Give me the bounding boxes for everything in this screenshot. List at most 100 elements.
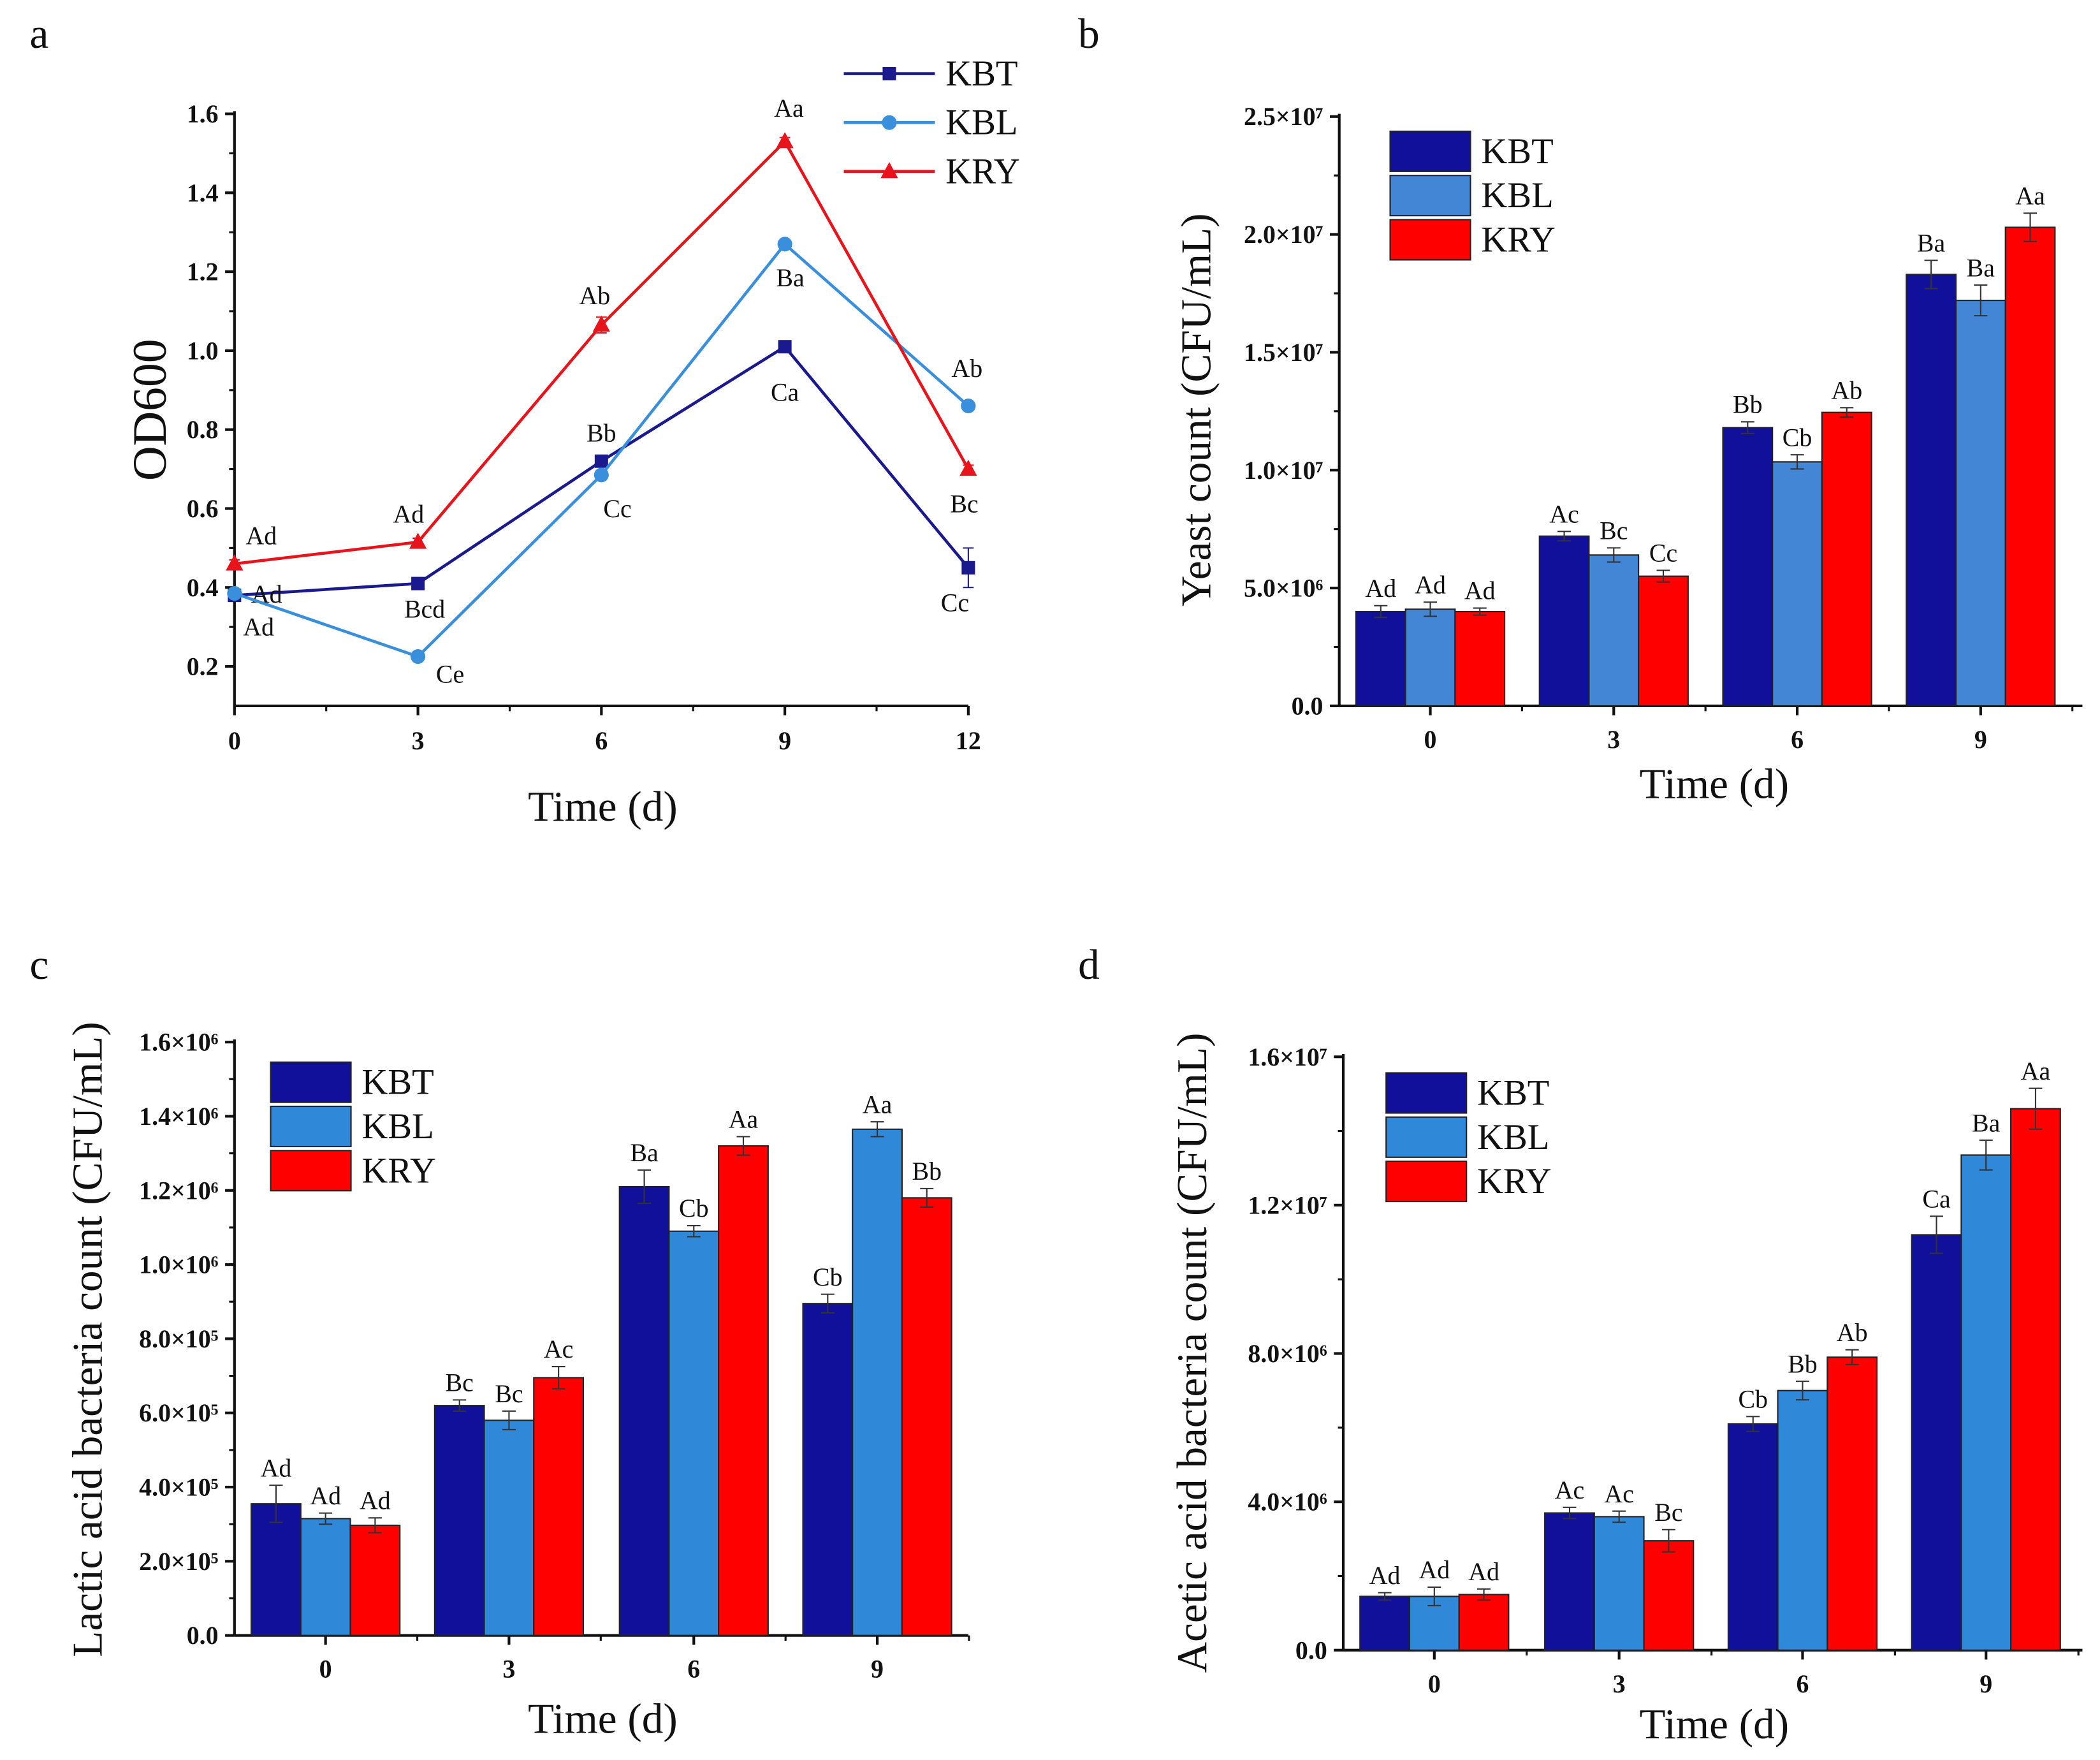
data-point — [778, 340, 792, 354]
x-tick-label: 0 — [1424, 725, 1437, 754]
error-bar — [1974, 284, 1988, 317]
significance-label: Ad — [243, 613, 274, 642]
significance-label: Aa — [2021, 1057, 2051, 1085]
x-tick-label: 6 — [687, 1655, 700, 1683]
panel-b: b 0.0 5.0×10⁶ 1.0×10⁷ 1.5×10⁷ 2.0×10⁷ 2.5×10⁷ T… — [1078, 10, 2083, 807]
error-bar — [1746, 1416, 1760, 1432]
x-tick-label: 3 — [1613, 1669, 1626, 1698]
bar — [2010, 1108, 2061, 1651]
y-tick-label: 2.0×10⁵ — [139, 1547, 218, 1576]
data-point — [777, 237, 792, 252]
bar — [1404, 608, 1456, 707]
error-bar — [1424, 601, 1438, 617]
significance-label: Ad — [360, 1486, 391, 1514]
significance-label: Ba — [776, 263, 805, 292]
significance-label: Bc — [446, 1368, 474, 1397]
y-tick-label: 0.4 — [187, 573, 219, 602]
series-KBL: Ad Ce Cc Ba Ab — [227, 237, 982, 688]
panel-letter-d: d — [1078, 941, 1100, 988]
legend-swatch-KRY — [1385, 1161, 1468, 1203]
legend-label-KBL: KBL — [1477, 1117, 1549, 1157]
legend-swatch-KBL — [1389, 175, 1471, 217]
bar — [1355, 611, 1406, 707]
significance-label: Ad — [1468, 1557, 1499, 1586]
significance-label: Cb — [813, 1263, 843, 1291]
error-bar — [920, 1187, 934, 1208]
legend-swatch-KBT — [1385, 1072, 1468, 1114]
significance-label: Ad — [1365, 574, 1396, 603]
error-bar — [1979, 1140, 1993, 1171]
error-bar — [1374, 605, 1388, 619]
legend-label-KRY: KRY — [1477, 1161, 1552, 1201]
error-bar — [1924, 260, 1938, 290]
significance-label: Ab — [951, 354, 982, 383]
series-KBL: Ad Bc Cb Ba — [1404, 253, 2006, 707]
significance-label: Ba — [1967, 253, 1995, 282]
x-tick-label: 3 — [502, 1655, 515, 1683]
bar — [1458, 1594, 1510, 1651]
series-KBT: Ad Ac Bb Ba — [1355, 228, 1957, 707]
significance-label: Bb — [1788, 1349, 1818, 1378]
series-KBT: Ad Bcd Bb Ca Cc — [228, 340, 975, 623]
legend-swatch-KBL — [270, 1105, 352, 1148]
significance-label: Cc — [1649, 539, 1677, 568]
y-tick-label: 8.0×10⁶ — [1248, 1339, 1327, 1368]
significance-label: Ad — [1369, 1561, 1401, 1590]
error-bar — [551, 1365, 565, 1390]
x-tick-label: 6 — [1791, 725, 1804, 754]
legend-marker — [880, 162, 898, 179]
legend-label-KRY: KRY — [361, 1150, 436, 1191]
significance-label: Bc — [950, 490, 978, 518]
series-KRY: Ad Cc Ab Aa — [1454, 182, 2056, 707]
y-tick-label: 6.0×10⁵ — [139, 1398, 218, 1427]
legend-label-KRY: KRY — [945, 151, 1020, 191]
series-KRY: Ad Ac Aa Bb — [349, 1105, 952, 1636]
bar — [1593, 1516, 1645, 1651]
x-tick-label: 6 — [1796, 1669, 1809, 1698]
error-bar — [638, 1169, 652, 1205]
significance-label: Bb — [1733, 390, 1763, 419]
y-tick-label: 2.0×10⁷ — [1244, 220, 1323, 249]
x-tick-label: 0 — [228, 726, 241, 755]
y-tick-label: 1.4×10⁶ — [139, 1102, 218, 1131]
y-tick-label: 1.2×10⁶ — [139, 1176, 218, 1205]
panel-d: d 0.0 4.0×10⁶ 8.0×10⁶ 1.2×10⁷ 1.6×10⁷ Time (d)… — [1078, 941, 2083, 1748]
panel-a: a 0.2 0.4 0.6 0.8 1.0 1.2 1.4 1.6 Time (d) OD600 0 3… — [29, 10, 1019, 830]
series-KRY: Ad Ad Ab Aa Bc — [226, 94, 979, 571]
significance-label: Cb — [1738, 1385, 1768, 1414]
bar — [1638, 575, 1689, 707]
significance-label: Ab — [1831, 376, 1862, 404]
y-tick-label: 1.6 — [187, 99, 219, 128]
data-point — [594, 454, 608, 468]
error-bar — [1607, 547, 1621, 563]
legend-label-KBT: KBT — [1477, 1073, 1549, 1113]
legend-swatch-KBL — [1385, 1116, 1468, 1158]
significance-label: Ac — [1604, 1479, 1634, 1508]
bar — [1955, 300, 2006, 707]
bar — [802, 1303, 854, 1636]
significance-label: Cb — [679, 1194, 709, 1222]
legend-label-KBL: KBL — [361, 1106, 434, 1147]
panel-letter-b: b — [1078, 10, 1100, 57]
error-bar — [736, 1136, 750, 1156]
significance-label: Ba — [1972, 1108, 2001, 1137]
error-bar — [1656, 569, 1670, 583]
error-bar — [2029, 1087, 2043, 1130]
significance-label: Aa — [2015, 182, 2045, 210]
significance-label: Ab — [1837, 1318, 1868, 1347]
y-tick-label: 5.0×10⁶ — [1244, 574, 1323, 603]
y-axis-title: Yeast count (CFU/mL) — [1172, 213, 1220, 606]
significance-label: Cb — [1783, 423, 1812, 451]
series-KRY: Ad Bc Ab Aa — [1458, 1057, 2061, 1651]
series-KBL: Ad Ac Bb Ba — [1408, 1108, 2012, 1651]
bar — [1538, 535, 1590, 707]
significance-label: Aa — [863, 1090, 893, 1118]
bar — [1906, 274, 1957, 707]
panel-letter-c: c — [29, 941, 48, 988]
y-tick-label: 1.6×10⁶ — [139, 1028, 218, 1057]
y-tick-label: 1.5×10⁷ — [1244, 338, 1323, 367]
error-bar — [502, 1410, 516, 1430]
significance-label: Ad — [1418, 1555, 1450, 1584]
bar — [1827, 1356, 1878, 1651]
